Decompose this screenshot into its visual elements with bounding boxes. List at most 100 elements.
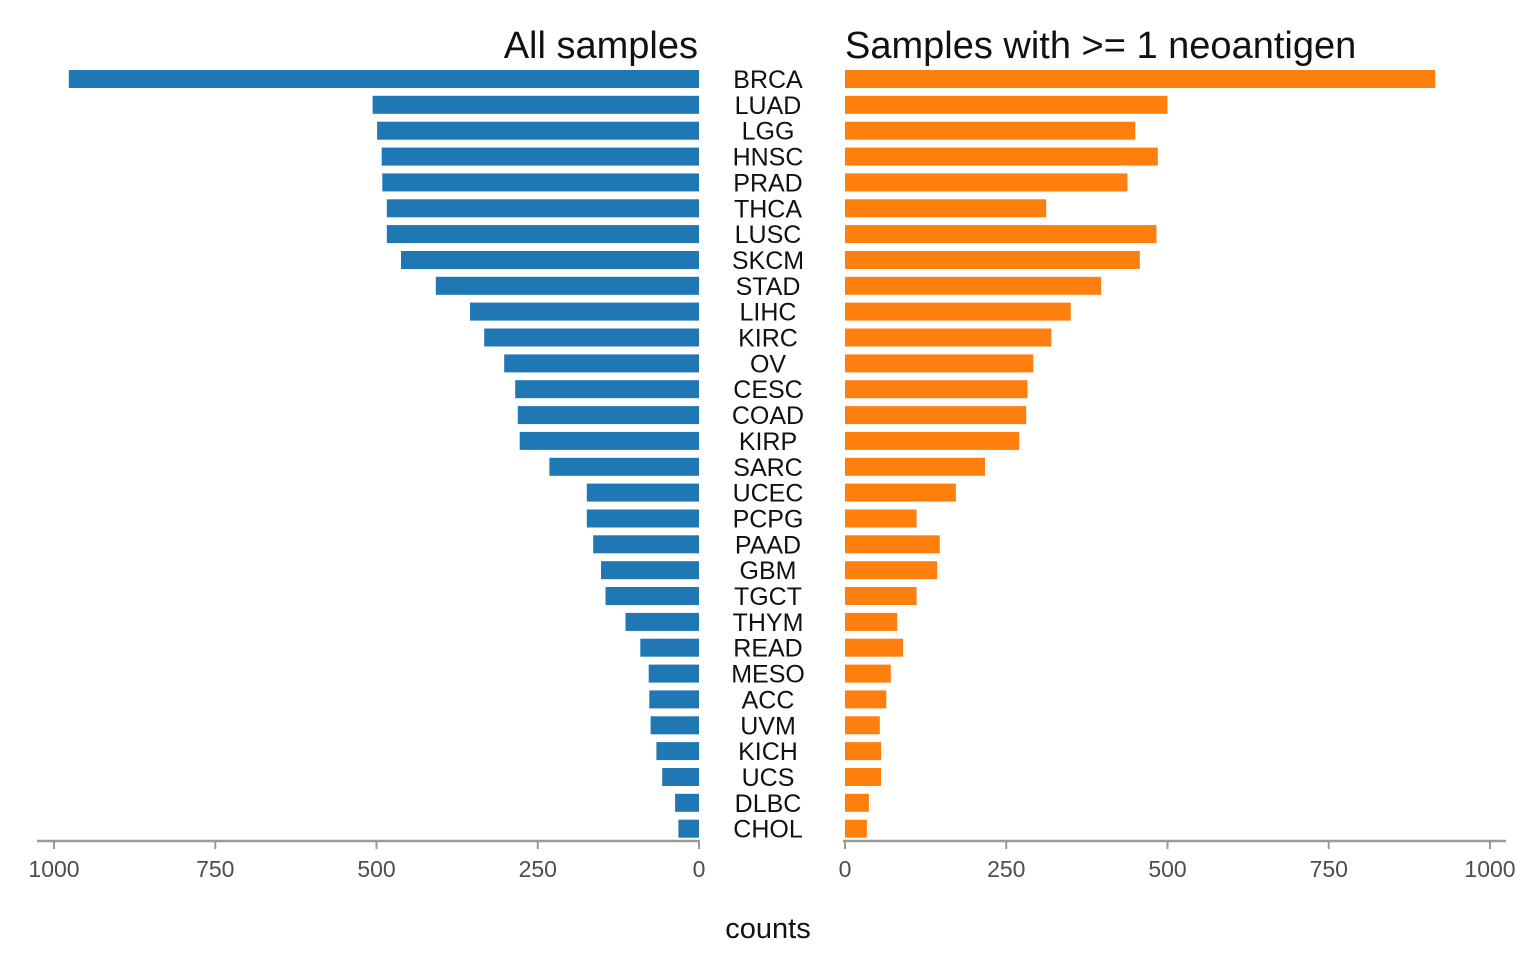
category-label-kich: KICH bbox=[738, 738, 798, 766]
right-tick-label-500: 500 bbox=[1148, 856, 1186, 882]
bar-right-lusc bbox=[845, 225, 1157, 244]
category-label-stad: STAD bbox=[736, 273, 801, 301]
category-label-brca: BRCA bbox=[733, 66, 803, 94]
right-x-axis-ticks: 0 250 500 750 1000 bbox=[839, 841, 1516, 882]
bar-left-luad bbox=[372, 95, 699, 114]
bar-left-uvm bbox=[650, 716, 699, 735]
category-label-gbm: GBM bbox=[740, 557, 797, 585]
bar-left-ucec bbox=[586, 483, 699, 502]
left-tick-label-0: 0 bbox=[693, 856, 706, 882]
bar-left-meso bbox=[648, 664, 699, 683]
bar-left-read bbox=[640, 638, 699, 657]
bar-left-dlbc bbox=[675, 793, 699, 812]
left-tick-label-500: 500 bbox=[357, 856, 395, 882]
bar-right-lgg bbox=[845, 121, 1136, 140]
right-tick-label-1000: 1000 bbox=[1464, 856, 1515, 882]
bar-right-ucs bbox=[845, 768, 882, 786]
category-label-luad: LUAD bbox=[735, 92, 802, 120]
bar-right-chol bbox=[845, 819, 867, 838]
bar-left-pcpg bbox=[586, 509, 699, 528]
bar-right-thym bbox=[845, 612, 898, 631]
category-label-dlbc: DLBC bbox=[735, 790, 802, 818]
bar-right-stad bbox=[845, 276, 1102, 295]
bar-left-tgct bbox=[605, 587, 699, 605]
category-label-sarc: SARC bbox=[733, 454, 802, 482]
left-bar-series bbox=[68, 70, 700, 838]
bar-right-coad bbox=[845, 406, 1027, 425]
bar-left-kirp bbox=[519, 431, 699, 450]
category-label-hnsc: HNSC bbox=[733, 144, 804, 172]
category-label-cesc: CESC bbox=[733, 376, 802, 404]
bar-left-chol bbox=[678, 819, 699, 838]
bar-left-ov bbox=[504, 354, 699, 373]
bar-left-sarc bbox=[549, 457, 699, 476]
bar-right-thca bbox=[845, 199, 1047, 218]
bar-left-skcm bbox=[401, 251, 699, 269]
bar-right-gbm bbox=[845, 561, 938, 580]
bar-right-kirc bbox=[845, 328, 1052, 347]
bar-left-prad bbox=[382, 173, 699, 192]
bar-left-thym bbox=[625, 612, 699, 631]
bar-right-lihc bbox=[845, 302, 1071, 321]
bar-right-paad bbox=[845, 535, 940, 554]
category-label-lgg: LGG bbox=[742, 118, 795, 146]
bar-left-cesc bbox=[515, 380, 699, 399]
bar-left-lusc bbox=[386, 225, 699, 244]
bar-right-kich bbox=[845, 742, 882, 761]
bar-right-ov bbox=[845, 354, 1034, 373]
category-label-meso: MESO bbox=[731, 661, 805, 689]
right-panel-title: Samples with >= 1 neoantigen bbox=[845, 25, 1356, 67]
bar-left-stad bbox=[435, 276, 699, 295]
bar-right-brca bbox=[845, 70, 1436, 88]
bar-right-read bbox=[845, 638, 904, 657]
category-labels: BRCALUADLGGHNSCPRADTHCALUSCSKCMSTADLIHCK… bbox=[731, 66, 805, 844]
right-tick-label-0: 0 bbox=[839, 856, 852, 882]
bar-right-pcpg bbox=[845, 509, 917, 528]
bar-left-gbm bbox=[601, 561, 699, 580]
left-panel-title: All samples bbox=[504, 25, 698, 67]
category-label-lusc: LUSC bbox=[735, 221, 802, 249]
category-label-thym: THYM bbox=[733, 609, 804, 637]
bar-right-acc bbox=[845, 690, 887, 709]
bar-right-skcm bbox=[845, 251, 1140, 269]
bar-right-luad bbox=[845, 95, 1168, 114]
category-label-paad: PAAD bbox=[735, 531, 801, 559]
bar-right-sarc bbox=[845, 457, 985, 476]
category-label-acc: ACC bbox=[742, 686, 795, 714]
bar-right-ucec bbox=[845, 483, 956, 502]
right-tick-label-750: 750 bbox=[1310, 856, 1348, 882]
x-axis-title: counts bbox=[725, 913, 810, 945]
category-label-thca: THCA bbox=[734, 195, 802, 223]
left-tick-label-1000: 1000 bbox=[28, 856, 79, 882]
bar-left-acc bbox=[649, 690, 699, 709]
left-tick-label-250: 250 bbox=[519, 856, 557, 882]
bar-right-prad bbox=[845, 173, 1128, 192]
bar-left-kirc bbox=[484, 328, 699, 347]
bar-right-meso bbox=[845, 664, 891, 683]
category-label-read: READ bbox=[733, 635, 802, 663]
category-label-kirc: KIRC bbox=[738, 325, 798, 353]
category-label-uvm: UVM bbox=[740, 712, 796, 740]
category-label-ucec: UCEC bbox=[733, 480, 804, 508]
bar-left-lihc bbox=[470, 302, 699, 321]
category-label-coad: COAD bbox=[732, 402, 804, 430]
bar-right-tgct bbox=[845, 587, 917, 605]
category-label-prad: PRAD bbox=[733, 169, 802, 197]
category-label-tgct: TGCT bbox=[734, 583, 802, 611]
left-tick-label-750: 750 bbox=[196, 856, 234, 882]
right-bar-series bbox=[845, 70, 1436, 838]
category-label-skcm: SKCM bbox=[732, 247, 804, 275]
bar-right-uvm bbox=[845, 716, 880, 735]
bar-left-lgg bbox=[377, 121, 699, 140]
bar-right-dlbc bbox=[845, 793, 869, 812]
category-label-lihc: LIHC bbox=[740, 299, 797, 327]
bar-left-ucs bbox=[662, 768, 699, 786]
bar-right-kirp bbox=[845, 431, 1020, 450]
category-label-chol: CHOL bbox=[733, 816, 803, 844]
category-label-pcpg: PCPG bbox=[733, 506, 804, 534]
bar-right-hnsc bbox=[845, 147, 1158, 166]
bar-left-kich bbox=[656, 742, 699, 761]
category-label-ucs: UCS bbox=[742, 764, 795, 792]
bar-left-brca bbox=[68, 70, 700, 88]
